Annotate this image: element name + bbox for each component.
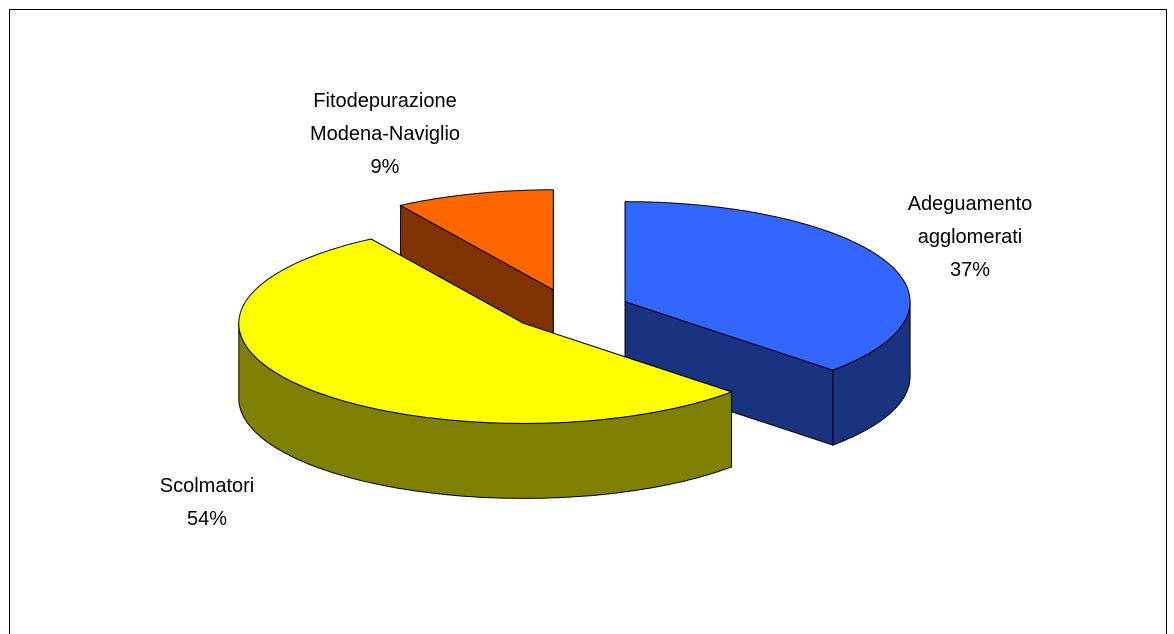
slice (238, 238, 734, 424)
data-label-name: Adeguamento agglomerati (908, 193, 1033, 248)
slice (624, 201, 911, 371)
chart-frame (9, 9, 1167, 634)
data-label-value: 37% (950, 259, 990, 281)
data-label-value: 9% (371, 156, 400, 178)
data-label-name: Scolmatori (160, 475, 254, 497)
data-label-value: 54% (187, 508, 227, 530)
data-label-name: Fitodepurazione Modena-Naviglio (310, 90, 460, 145)
slice (399, 189, 554, 291)
